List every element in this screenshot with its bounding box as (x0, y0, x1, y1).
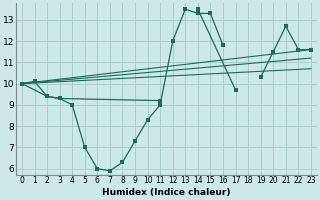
X-axis label: Humidex (Indice chaleur): Humidex (Indice chaleur) (102, 188, 231, 197)
